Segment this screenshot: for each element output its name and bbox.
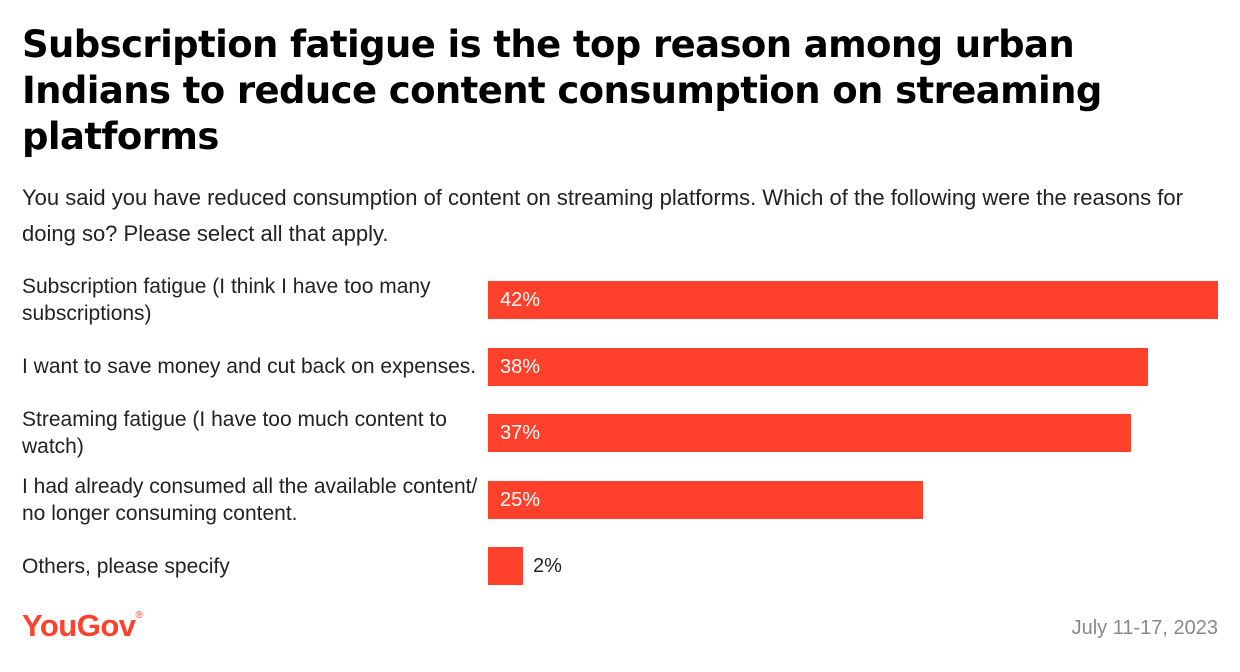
bar <box>488 347 1148 386</box>
chart-title: Subscription fatigue is the top reason a… <box>22 23 1102 158</box>
chart-subtitle: You said you have reduced consumption of… <box>22 185 1183 246</box>
value-label: 2% <box>533 555 562 577</box>
bar <box>488 547 523 585</box>
value-label: 42% <box>500 289 541 311</box>
category-label: I want to save money and cut back on exp… <box>22 355 477 378</box>
category-label: I had already consumed all the available… <box>22 474 478 525</box>
yougov-logo: YouGov® <box>22 608 143 644</box>
category-label: Others, please specify <box>22 554 230 578</box>
value-label: 25% <box>500 488 541 511</box>
bar <box>488 414 1131 452</box>
value-label: 37% <box>500 422 541 444</box>
category-label: Subscription fatigue (I think I have too… <box>22 275 431 325</box>
brand-name: YouGov <box>22 608 136 643</box>
registered-mark: ® <box>135 610 143 621</box>
bar <box>488 281 1218 319</box>
bar <box>488 480 923 519</box>
survey-date: July 11-17, 2023 <box>1071 617 1218 639</box>
category-label: Streaming fatigue (I have too much conte… <box>22 408 447 458</box>
value-label: 38% <box>500 355 541 378</box>
